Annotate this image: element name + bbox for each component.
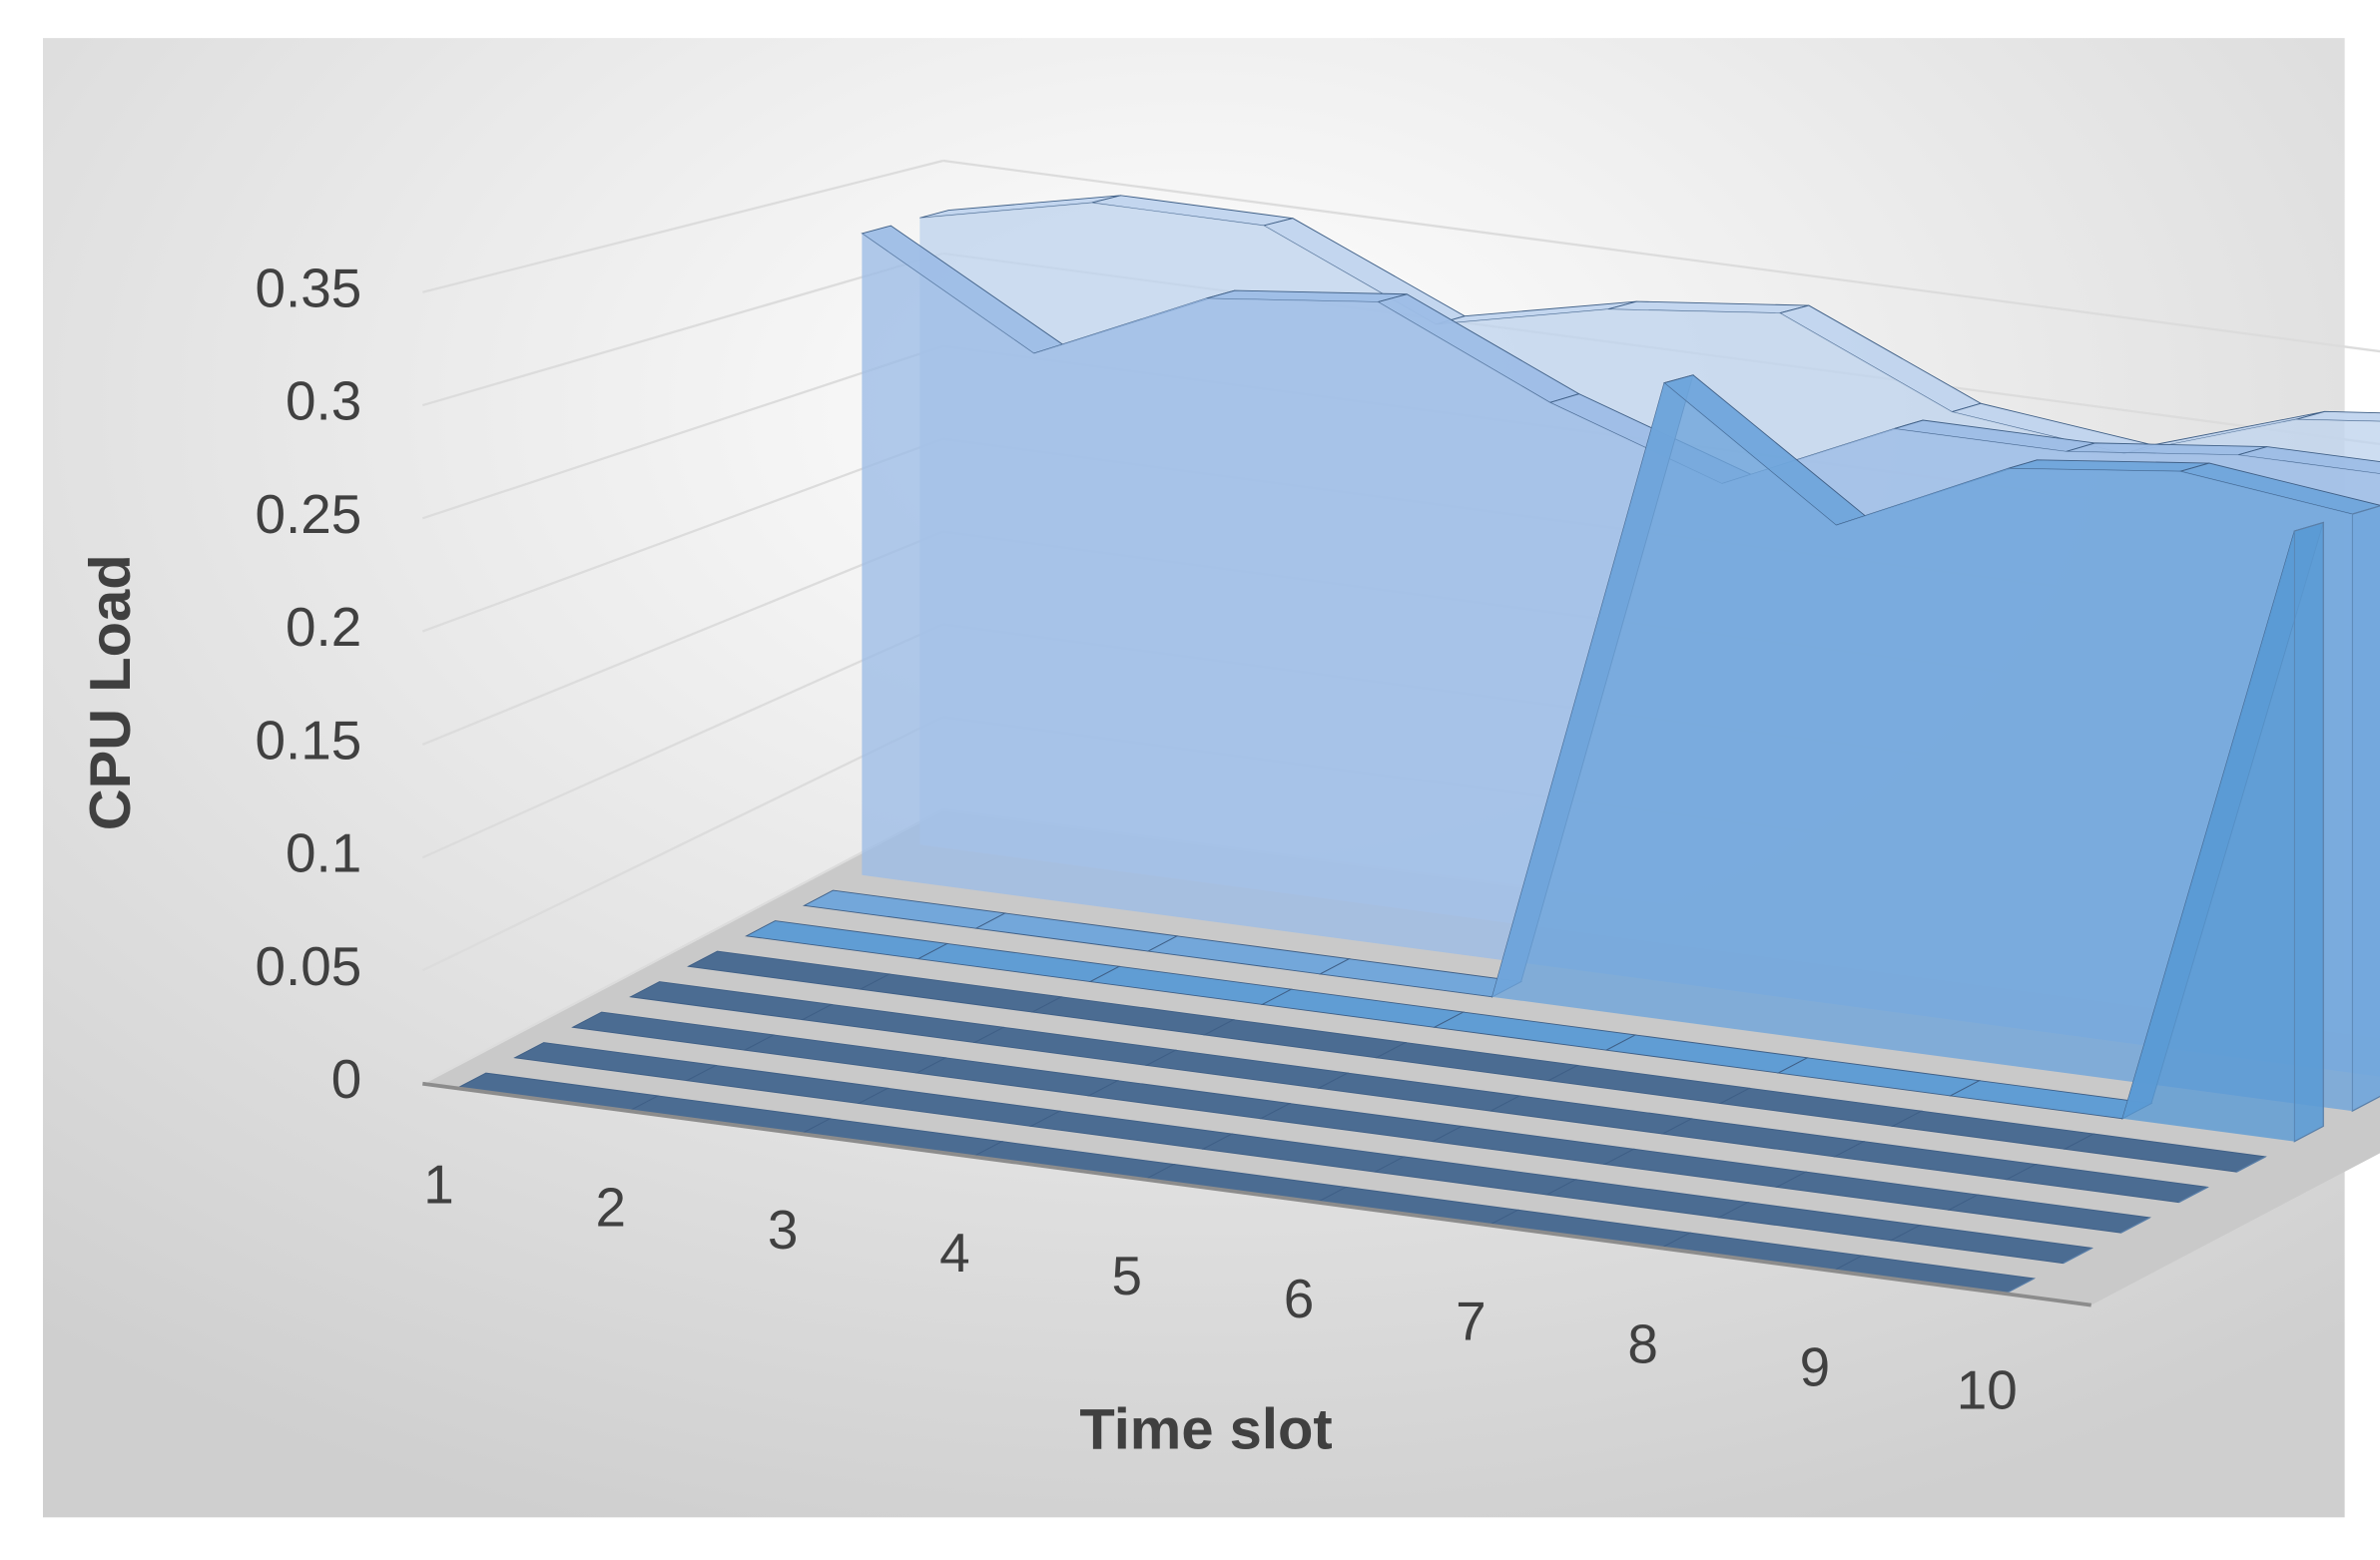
x-axis-title: Time slot	[1079, 1398, 1332, 1462]
grid-line	[942, 159, 2380, 353]
area	[514, 1057, 2064, 1264]
x-tick-label: 10	[1957, 1358, 2018, 1420]
y-tick-label: 0.1	[286, 822, 361, 884]
x-tick-label: 5	[1111, 1245, 1142, 1306]
grid-line	[421, 437, 944, 633]
area-top-edge	[2237, 446, 2380, 475]
series	[745, 521, 2324, 1143]
series	[455, 1072, 2037, 1295]
x-tick-label: 7	[1456, 1291, 1487, 1352]
area-side	[2120, 1217, 2150, 1234]
y-tick-label: 0.05	[256, 935, 362, 997]
y-tick-label: 0.15	[256, 709, 362, 771]
area-side	[2178, 1186, 2208, 1204]
y-tick-label: 0.2	[286, 596, 361, 658]
y-tick-label: 0	[331, 1048, 362, 1110]
grid-line	[421, 344, 944, 520]
series	[513, 1042, 2093, 1265]
plot: 0 0.05 0.1 0.15 0.2 0.25 0.3 0.35 1 2 3 4 5 6 7 8 9 10	[256, 159, 2380, 1420]
grid-line	[421, 530, 944, 746]
area	[746, 531, 2295, 1142]
series	[802, 374, 2380, 1113]
area-side	[2293, 521, 2324, 1143]
grid-line	[421, 808, 944, 1085]
y-tick-label: 0.35	[256, 257, 362, 318]
area-side	[2005, 1278, 2035, 1295]
grid-line	[422, 159, 944, 293]
area-top-edge	[2178, 462, 2380, 515]
x-tick-label: 6	[1284, 1268, 1315, 1329]
series	[571, 1011, 2151, 1234]
x-tick-label: 2	[596, 1176, 627, 1238]
x-tick-label: 1	[423, 1153, 454, 1215]
x-tick-label: 8	[1627, 1313, 1658, 1375]
y-tick-label: 0.25	[256, 483, 362, 545]
x-tick-label: 9	[1800, 1335, 1831, 1397]
x-axis-line	[422, 1081, 2091, 1307]
area-side	[2351, 505, 2380, 1113]
area-side	[2236, 1156, 2266, 1173]
y-tick-label: 0.3	[286, 370, 361, 432]
grid-line	[421, 623, 944, 859]
area	[804, 382, 2353, 1112]
x-tick-label: 4	[939, 1222, 970, 1284]
grid-line	[421, 716, 944, 972]
y-axis-title: CPU Load	[79, 554, 143, 830]
x-tick-label: 3	[768, 1199, 799, 1261]
series	[629, 981, 2209, 1204]
series	[687, 950, 2267, 1173]
grid-line	[421, 252, 944, 407]
area-top-edge	[2295, 410, 2380, 422]
area-side	[2063, 1247, 2092, 1265]
